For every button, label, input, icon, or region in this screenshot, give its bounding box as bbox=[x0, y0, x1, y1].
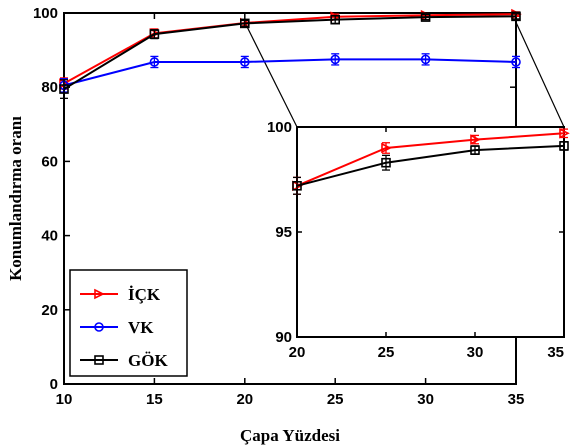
data-point-square bbox=[149, 29, 160, 39]
data-point-square bbox=[94, 355, 104, 365]
x-tick-label: 10 bbox=[56, 391, 73, 408]
legend-label: GÖK bbox=[128, 351, 168, 370]
data-point-square bbox=[292, 181, 302, 191]
zoom-connector-lines bbox=[244, 22, 565, 128]
legend-item: GÖK bbox=[80, 351, 168, 370]
series-line bbox=[63, 58, 517, 87]
y-tick-label: 20 bbox=[41, 302, 58, 319]
inset-series-line bbox=[296, 132, 565, 187]
inset-series-group bbox=[292, 128, 570, 195]
inset-x-axis: 20 25 30 35 bbox=[289, 127, 565, 361]
y-tick-label: 80 bbox=[41, 79, 58, 96]
y-tick-label: 0 bbox=[50, 376, 58, 393]
data-point-triangle bbox=[470, 134, 481, 145]
legend-box bbox=[69, 269, 188, 377]
x-tick-label: 15 bbox=[146, 391, 163, 408]
x-tick-label: 35 bbox=[508, 391, 525, 408]
series-line bbox=[63, 13, 517, 85]
inset-x-tick-label: 30 bbox=[467, 344, 484, 361]
data-point-triangle bbox=[94, 288, 105, 300]
main-x-axis: 10 15 20 25 30 35 bbox=[56, 13, 525, 408]
legend-label: İÇK bbox=[128, 285, 161, 304]
data-point-circle bbox=[330, 54, 341, 65]
x-tick-label: 25 bbox=[327, 391, 344, 408]
inset-x-tick-label: 20 bbox=[289, 344, 306, 361]
data-point-circle bbox=[149, 57, 160, 67]
inset-y-axis: 90 95 100 bbox=[267, 119, 564, 346]
y-tick-label: 60 bbox=[41, 153, 58, 170]
x-axis-title: Çapa Yüzdesi bbox=[240, 426, 340, 445]
legend: İÇK VK GÖK bbox=[69, 269, 188, 377]
inset-chart: 90 95 100 20 25 30 35 bbox=[267, 119, 570, 361]
inset-x-tick-label: 25 bbox=[378, 344, 395, 361]
x-tick-label: 20 bbox=[236, 391, 253, 408]
data-point-square bbox=[240, 18, 250, 29]
data-point-circle bbox=[94, 322, 104, 332]
data-point-circle bbox=[420, 54, 431, 65]
series-2 bbox=[59, 53, 521, 93]
inset-series-line bbox=[296, 144, 565, 187]
y-axis-title: Konumlandırma oranı bbox=[6, 116, 25, 281]
data-point-triangle bbox=[381, 142, 392, 154]
inset-plot-area bbox=[296, 126, 565, 338]
data-point-square bbox=[420, 12, 431, 22]
data-point-square bbox=[59, 84, 69, 94]
series-3 bbox=[59, 11, 521, 99]
inset-y-tick-label: 95 bbox=[275, 224, 292, 241]
x-tick-label: 30 bbox=[417, 391, 434, 408]
inset-y-tick-label: 100 bbox=[267, 119, 292, 136]
main-series-group bbox=[59, 8, 522, 99]
series-line bbox=[63, 15, 517, 90]
inset-y-tick-label: 90 bbox=[275, 329, 292, 346]
data-point-square bbox=[330, 14, 341, 25]
data-point-square bbox=[470, 145, 480, 155]
legend-label: VK bbox=[128, 318, 154, 337]
data-point-square bbox=[381, 157, 391, 168]
data-point-square bbox=[511, 11, 521, 22]
main-y-axis: 0 20 40 60 80 100 bbox=[33, 5, 516, 393]
legend-item: VK bbox=[80, 318, 154, 337]
zoom-line-left bbox=[244, 22, 298, 128]
data-point-circle bbox=[511, 57, 521, 67]
inset-series-2 bbox=[292, 141, 569, 195]
data-point-triangle bbox=[559, 128, 570, 139]
y-tick-label: 40 bbox=[41, 228, 58, 245]
inset-x-tick-label: 35 bbox=[547, 344, 564, 361]
zoom-line-right bbox=[515, 22, 565, 128]
data-point-square bbox=[559, 141, 569, 151]
y-tick-label: 100 bbox=[33, 5, 58, 22]
data-point-circle bbox=[240, 57, 250, 67]
legend-item: İÇK bbox=[80, 285, 161, 304]
